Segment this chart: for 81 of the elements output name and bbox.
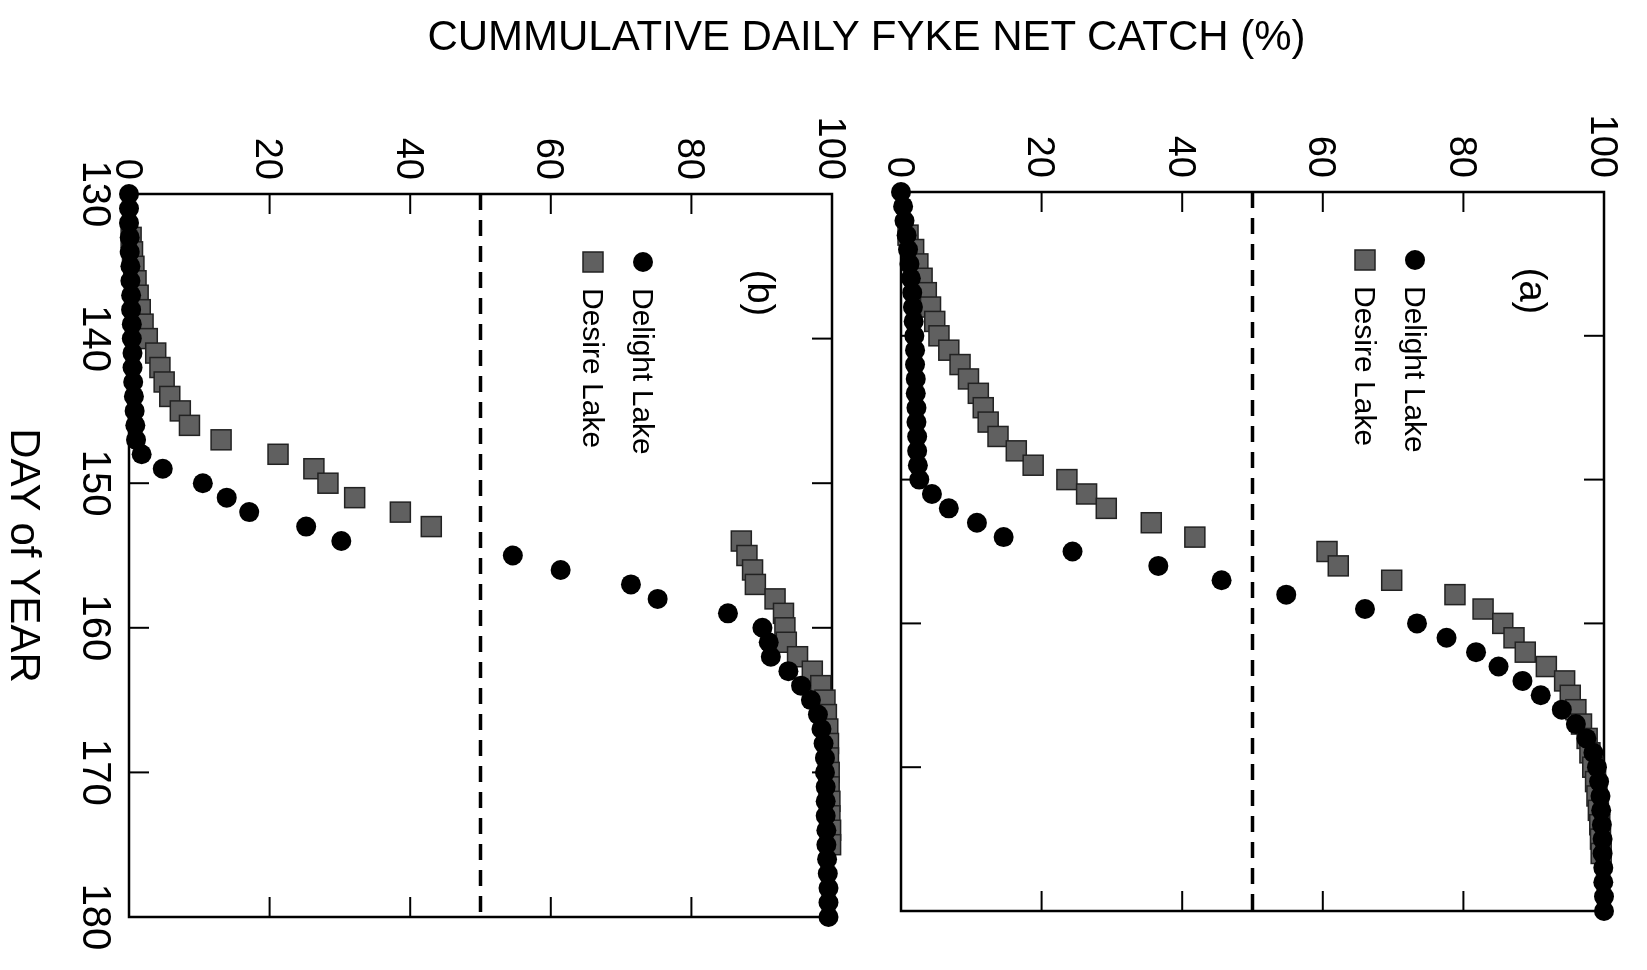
legend-label: Delight Lake: [626, 288, 660, 455]
point: [1472, 598, 1494, 620]
point: [744, 573, 767, 596]
point: [1276, 584, 1297, 605]
y-tick-label: 160: [75, 594, 119, 662]
point: [778, 661, 799, 682]
point: [1594, 901, 1614, 921]
point: [1530, 685, 1551, 706]
point: [1466, 642, 1487, 663]
y-tick-label: 170: [75, 739, 119, 806]
point: [818, 907, 839, 927]
point: [267, 443, 289, 466]
x-tick-label: 20: [248, 137, 291, 180]
x-tick-label: 80: [1442, 135, 1485, 178]
point: [791, 675, 812, 696]
point: [1380, 569, 1403, 592]
point: [1407, 613, 1427, 634]
point: [921, 483, 942, 504]
point: [192, 473, 213, 494]
x-tick-label: 20: [1020, 135, 1063, 178]
point: [1444, 583, 1466, 606]
point: [1327, 555, 1350, 577]
point: [178, 414, 201, 437]
point: [909, 469, 930, 490]
point: [993, 527, 1014, 548]
point: [966, 512, 987, 533]
point: [420, 515, 443, 538]
x-tick-label: 100: [810, 116, 853, 180]
point: [1512, 670, 1533, 691]
point: [987, 425, 1009, 448]
point: [1535, 655, 1558, 678]
x-tick-label: 40: [388, 137, 431, 180]
x-axis-title: CUMMULATIVE DAILY FYKE NET CATCH (%): [427, 12, 1306, 59]
point: [1184, 526, 1206, 548]
point: [938, 498, 959, 519]
point: [1514, 641, 1537, 663]
x-tick-label: 0: [879, 156, 922, 178]
y-tick-label: 150: [75, 449, 119, 517]
point: [1551, 699, 1572, 720]
point: [620, 574, 641, 595]
point: [1211, 570, 1232, 591]
point: [1354, 599, 1375, 620]
point: [1095, 497, 1118, 520]
point: [502, 545, 523, 566]
x-tick-label: 100: [1582, 114, 1625, 178]
y-tick-label: 140: [75, 305, 119, 372]
point: [550, 559, 571, 580]
y-tick-label: 180: [75, 883, 119, 951]
point: [210, 429, 232, 451]
legend-label: Delight Lake: [1398, 286, 1432, 453]
legend-label: Desire Lake: [576, 288, 610, 449]
point: [131, 444, 152, 465]
x-tick-label: 40: [1160, 135, 1203, 178]
point: [647, 588, 668, 609]
point: [1140, 511, 1163, 534]
point: [1488, 656, 1509, 677]
point: [216, 487, 237, 508]
point: [152, 458, 173, 479]
annotation: (b): [739, 269, 782, 317]
point: [389, 501, 412, 523]
x-tick-label: 60: [529, 137, 572, 180]
point: [331, 531, 352, 552]
point: [717, 603, 738, 624]
point: [1148, 555, 1169, 576]
point: [239, 502, 260, 523]
point: [1022, 454, 1044, 476]
point: [1005, 440, 1028, 462]
point: [1436, 627, 1457, 648]
annotation: (a): [1511, 267, 1554, 315]
y-axis-title: DAY of YEAR: [2, 428, 50, 683]
point: [317, 472, 339, 494]
point: [1062, 541, 1083, 562]
x-tick-label: 80: [670, 137, 713, 180]
point: [1056, 468, 1078, 491]
point: [296, 516, 317, 537]
point: [1075, 483, 1098, 505]
point: [1565, 714, 1586, 735]
x-tick-label: 60: [1301, 135, 1344, 178]
legend-label: Desire Lake: [1348, 286, 1382, 447]
point: [760, 646, 781, 667]
point: [343, 486, 366, 509]
